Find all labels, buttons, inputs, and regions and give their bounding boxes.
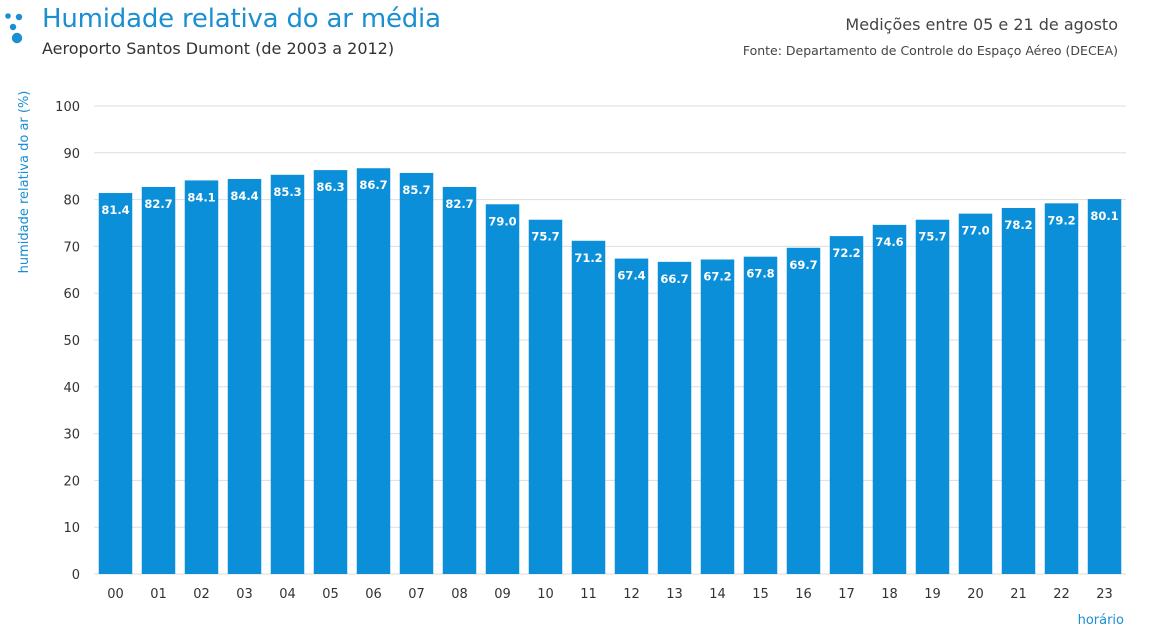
data-label: 71.2 [574, 251, 602, 265]
x-tick-label: 10 [537, 587, 554, 602]
x-tick-label: 16 [795, 587, 812, 602]
bar [958, 213, 993, 574]
bar [98, 193, 133, 574]
chart-title: Humidade relativa do ar média [42, 4, 441, 34]
bar [829, 236, 864, 574]
data-label: 82.7 [445, 197, 473, 211]
chart-subtitle: Aeroporto Santos Dumont (de 2003 a 2012) [42, 39, 395, 58]
bar [399, 172, 434, 574]
y-axis-ticks: 0 10 20 30 40 50 60 70 80 90 100 [55, 100, 80, 583]
data-label: 80.1 [1090, 209, 1118, 223]
data-label: 85.3 [273, 185, 301, 199]
y-axis-label: humidade relativa do ar (%) [17, 91, 32, 274]
y-tick-label: 20 [63, 474, 80, 489]
x-tick-label: 18 [881, 587, 898, 602]
x-tick-label: 21 [1010, 587, 1027, 602]
data-label: 79.0 [488, 214, 516, 228]
bar [700, 259, 735, 574]
y-tick-label: 40 [63, 381, 80, 396]
bar [485, 204, 520, 574]
x-tick-label: 23 [1096, 587, 1113, 602]
y-tick-label: 90 [63, 147, 80, 162]
data-label: 75.7 [531, 230, 559, 244]
data-label: 77.0 [961, 224, 989, 238]
x-tick-label: 19 [924, 587, 941, 602]
data-label: 85.7 [402, 183, 430, 197]
x-tick-label: 03 [236, 587, 253, 602]
bar [1044, 203, 1079, 574]
x-tick-label: 11 [580, 587, 597, 602]
x-tick-label: 06 [365, 587, 382, 602]
data-label: 79.2 [1047, 213, 1075, 227]
x-axis-label: horário [1078, 613, 1124, 628]
x-tick-label: 17 [838, 587, 855, 602]
y-tick-label: 10 [63, 521, 80, 536]
bar [227, 179, 262, 574]
data-label: 81.4 [101, 203, 129, 217]
bar [141, 186, 176, 575]
x-tick-label: 09 [494, 587, 511, 602]
x-tick-label: 08 [451, 587, 468, 602]
bar [270, 174, 305, 574]
data-label: 67.4 [617, 269, 645, 283]
gridlines [94, 105, 1126, 575]
x-tick-label: 00 [107, 587, 124, 602]
x-tick-label: 04 [279, 587, 296, 602]
bar [313, 170, 348, 574]
bars: 81.4 82.7 84.1 84.4 85.3 86.3 86.7 85.7 82.7 79.0… [98, 168, 1122, 575]
bar [1001, 208, 1036, 575]
logo-dots-icon [5, 13, 23, 44]
y-tick-label: 0 [72, 568, 80, 583]
bar [743, 256, 778, 574]
y-tick-label: 70 [63, 240, 80, 255]
data-label: 67.8 [746, 267, 774, 281]
x-tick-label: 12 [623, 587, 640, 602]
y-tick-label: 30 [63, 428, 80, 443]
data-label: 66.7 [660, 272, 688, 286]
x-axis-ticks: 00 01 02 03 04 05 06 07 08 09 10 11 12 13 14 15 16 17 18 19… [107, 587, 1113, 602]
bar [1087, 199, 1122, 574]
bar [614, 258, 649, 574]
data-label: 86.3 [316, 180, 344, 194]
x-tick-label: 02 [193, 587, 210, 602]
bar [442, 186, 477, 575]
data-label: 67.2 [703, 270, 731, 284]
x-tick-label: 22 [1053, 587, 1070, 602]
data-source: Fonte: Departamento de Controle do Espaç… [742, 43, 1118, 58]
data-label: 86.7 [359, 178, 387, 192]
x-tick-label: 05 [322, 587, 339, 602]
x-tick-label: 07 [408, 587, 425, 602]
x-tick-label: 20 [967, 587, 984, 602]
y-tick-label: 50 [63, 334, 80, 349]
data-label: 75.7 [918, 230, 946, 244]
data-label: 74.6 [875, 235, 903, 249]
data-label: 82.7 [144, 197, 172, 211]
bar [528, 219, 563, 574]
y-tick-label: 60 [63, 287, 80, 302]
x-tick-label: 15 [752, 587, 769, 602]
x-tick-label: 13 [666, 587, 683, 602]
bar [184, 180, 219, 575]
x-tick-label: 14 [709, 587, 726, 602]
measurement-period: Medições entre 05 e 21 de agosto [845, 15, 1118, 34]
data-label: 84.4 [230, 189, 258, 203]
bar [915, 219, 950, 574]
bar [657, 261, 692, 574]
y-tick-label: 100 [55, 100, 80, 115]
data-label: 84.1 [187, 190, 215, 204]
bar [872, 224, 907, 574]
data-label: 78.2 [1004, 218, 1032, 232]
bar [356, 168, 391, 574]
data-label: 72.2 [832, 246, 860, 260]
bar [571, 240, 606, 574]
bar [786, 247, 821, 574]
x-tick-label: 01 [150, 587, 167, 602]
data-label: 69.7 [789, 258, 817, 272]
y-tick-label: 80 [63, 194, 80, 209]
